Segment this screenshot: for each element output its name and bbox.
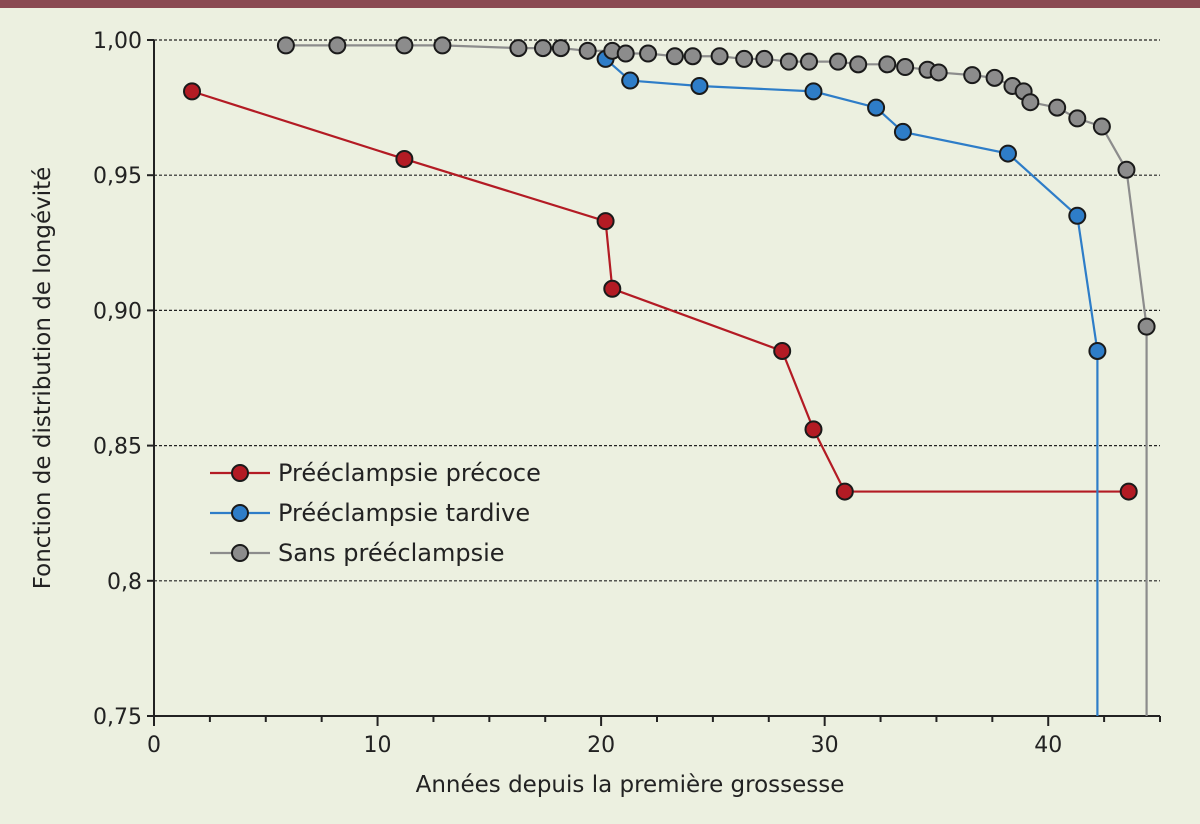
series-1-point-8 (1088, 341, 1107, 360)
legend-marker-2 (231, 544, 249, 562)
series-2-point-10 (639, 44, 658, 63)
series-2-point-6 (551, 39, 570, 58)
y-ticks: 0,75 0,8 0,85 0,90 0,95 1,00 (93, 29, 154, 730)
series-2-point-0 (276, 36, 295, 55)
top-accent-bar (0, 0, 1200, 8)
series-line-0 (191, 90, 1129, 493)
series-2-point-21 (896, 58, 915, 77)
series-2-point-30 (1068, 109, 1087, 128)
series-2-point-1 (328, 36, 347, 55)
series-layer (183, 36, 1156, 716)
series-2-point-31 (1092, 117, 1111, 136)
x-tick-label-0: 0 (147, 733, 161, 758)
x-tick-label-3: 30 (811, 733, 839, 758)
series-0-point-0 (183, 82, 202, 101)
legend-label-2: Sans prééclampsie (278, 539, 505, 567)
series-2-point-12 (683, 47, 702, 66)
x-axis-title: Années depuis la première grossesse (416, 772, 845, 798)
series-2-point-11 (665, 47, 684, 66)
series-1-point-5 (893, 122, 912, 141)
series-2-point-4 (509, 39, 528, 58)
series-2-point-2 (395, 36, 414, 55)
series-2-point-18 (829, 52, 848, 71)
series-2-point-16 (779, 52, 798, 71)
legend-marker-1 (231, 504, 249, 522)
series-2-point-3 (433, 36, 452, 55)
axes (153, 40, 1160, 717)
x-ticks: 0 10 20 30 40 (147, 716, 1161, 758)
y-tick-label-4: 0,95 (93, 164, 142, 189)
legend: Prééclampsie précoce Prééclampsie tardive… (210, 459, 541, 567)
series-2-point-28 (1021, 93, 1040, 112)
series-0-point-3 (603, 279, 622, 298)
grid-lines (154, 39, 1160, 582)
series-1-point-4 (867, 98, 886, 117)
series-0-point-7 (1119, 482, 1138, 501)
series-0-point-5 (804, 420, 823, 439)
y-axis-title: Fonction de distribution de longévité (30, 167, 56, 590)
series-2-point-32 (1117, 160, 1136, 179)
y-tick-label-0: 0,75 (93, 705, 142, 730)
series-2-point-17 (800, 52, 819, 71)
series-0-point-4 (773, 341, 792, 360)
legend-marker-0 (231, 464, 249, 482)
series-1-point-6 (998, 144, 1017, 163)
legend-label-1: Prééclampsie tardive (278, 499, 530, 527)
y-tick-label-2: 0,85 (93, 435, 142, 460)
series-0-point-2 (596, 212, 615, 231)
series-1-point-1 (621, 71, 640, 90)
y-tick-label-1: 0,8 (107, 570, 142, 595)
series-line-1 (604, 58, 1099, 716)
y-tick-label-3: 0,90 (93, 299, 142, 324)
series-0-point-6 (835, 482, 854, 501)
x-tick-label-1: 10 (364, 733, 392, 758)
series-2-point-9 (616, 44, 635, 63)
series-1-point-3 (804, 82, 823, 101)
series-2-point-29 (1048, 98, 1067, 117)
x-tick-label-4: 40 (1034, 733, 1062, 758)
series-2-point-7 (578, 41, 597, 60)
series-2-point-14 (735, 49, 754, 68)
y-tick-label-5: 1,00 (93, 29, 142, 54)
series-2-point-23 (929, 63, 948, 82)
series-0-point-1 (395, 149, 414, 168)
series-1-point-2 (690, 76, 709, 95)
series-1-point-7 (1068, 206, 1087, 225)
x-tick-label-2: 20 (587, 733, 615, 758)
series-2-point-5 (533, 39, 552, 58)
series-line-2 (285, 44, 1148, 716)
series-2-point-25 (985, 68, 1004, 87)
series-2-point-20 (878, 55, 897, 74)
series-2-point-24 (963, 66, 982, 85)
legend-label-0: Prééclampsie précoce (278, 459, 541, 487)
series-2-point-13 (710, 47, 729, 66)
series-2-point-15 (755, 49, 774, 68)
series-2-point-33 (1137, 317, 1156, 336)
series-2-point-19 (849, 55, 868, 74)
